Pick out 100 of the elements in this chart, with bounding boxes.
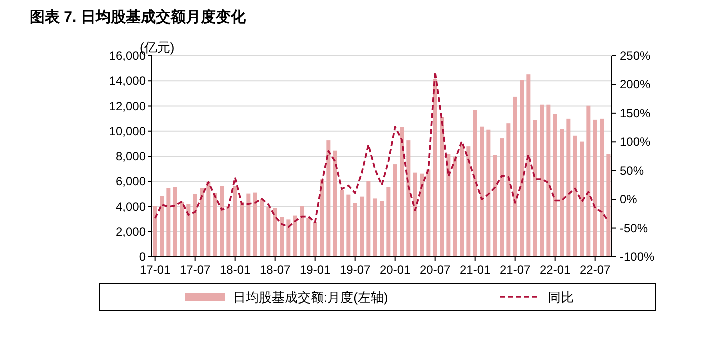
bar [540,104,544,257]
bar [566,118,571,257]
bar [293,216,298,257]
y-tick-label: 14,000 [109,74,146,88]
legend-label: 日均股基成交额:月度(左轴) [233,290,388,305]
bar [440,117,444,257]
bar [186,204,191,257]
bar [393,164,398,257]
x-tick-label: 18-07 [260,263,291,277]
y-tick-label: 6,000 [116,174,146,189]
x-tick-label: 22-01 [540,263,571,277]
bar [413,172,418,257]
bar [360,196,364,257]
bar [160,196,164,257]
bar [373,198,378,257]
bar [166,188,171,257]
y2-tick-label: 100% [620,135,652,150]
bar [500,138,504,257]
bar [320,180,324,257]
bar [586,106,591,257]
bar [446,154,451,257]
bar [580,142,584,257]
bar [220,186,224,257]
bar [426,170,431,257]
bar [593,120,598,257]
y-tick-label: 0 [139,250,146,264]
y2-tick-label: 0% [620,192,638,207]
bar [460,144,464,257]
bar [520,80,524,257]
bar [280,217,284,257]
y2-tick-label: -100% [620,250,656,264]
bar [213,193,218,257]
bar [473,110,478,257]
bar [233,186,238,257]
legend-label: 同比 [548,290,574,305]
bar [326,140,331,257]
bar [306,218,311,257]
y2-tick-label: -50% [620,221,648,236]
bar [493,155,498,257]
x-tick-label: 20-07 [420,263,451,277]
x-tick-label: 17-07 [180,263,211,277]
x-tick-label: 17-01 [140,263,171,277]
bar [260,199,264,257]
bar [313,222,318,257]
bar [420,174,424,257]
bar [466,146,471,257]
x-tick-label: 19-01 [300,263,331,277]
bar [200,188,204,257]
y-tick-label: 8,000 [116,150,146,164]
bar [300,206,304,257]
bar [400,127,404,257]
bar [433,79,438,257]
bar [380,201,384,257]
bar [573,136,578,257]
bar [386,187,391,257]
bar [526,74,531,257]
x-tick-label: 21-01 [460,263,491,277]
bar [546,104,551,257]
x-tick-label: 19-07 [340,263,371,277]
y2-tick-label: 50% [620,164,644,178]
bar [180,202,184,257]
y-tick-label: 2,000 [116,224,146,239]
y2-tick-label: 250% [620,49,652,63]
chart-title: 图表 7. 日均股基成交额月度变化 [30,8,247,26]
bar [366,182,371,257]
y2-tick-label: 150% [620,106,652,120]
x-tick-label: 22-07 [580,263,611,277]
bar [560,129,564,257]
bar [273,208,278,257]
bar [206,182,211,257]
line-series [154,71,610,228]
bar [173,187,178,257]
bar [340,190,344,257]
bar [453,156,458,257]
x-tick-label: 21-07 [500,263,531,277]
bar [606,154,611,257]
bar [246,194,251,257]
x-tick-label: 18-01 [220,263,251,277]
bar [253,192,258,257]
bar [226,206,231,257]
bar [486,130,491,257]
y-tick-label: 4,000 [116,200,146,214]
y-tick-label: 10,000 [109,124,146,138]
bar [333,150,338,257]
y-tick-label: 12,000 [109,99,146,114]
bar [600,118,604,257]
bar [553,114,558,257]
bar [193,194,198,257]
bar [286,220,291,257]
bar [266,207,271,257]
x-tick-label: 20-01 [380,263,411,277]
bar [533,120,538,257]
bar [406,140,411,257]
bar [353,203,358,257]
bar [480,126,484,257]
bar [240,202,244,257]
bar [513,96,518,257]
y2-tick-label: 200% [620,78,652,92]
bar [346,194,351,257]
bar [153,206,158,257]
